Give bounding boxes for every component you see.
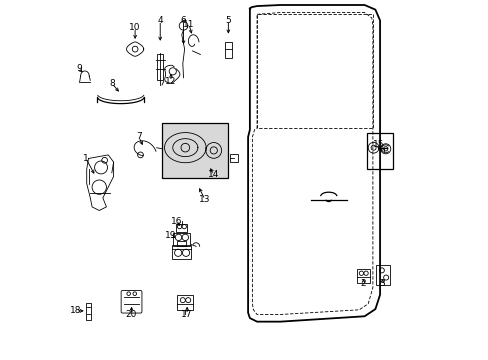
- Text: 2: 2: [360, 279, 366, 288]
- Text: 8: 8: [109, 79, 115, 88]
- Bar: [162, 123, 228, 178]
- Text: 18: 18: [70, 306, 81, 315]
- Bar: [85, 303, 91, 320]
- Bar: [366, 133, 392, 168]
- Text: 5: 5: [225, 16, 231, 25]
- Text: 9: 9: [76, 64, 81, 73]
- Text: 13: 13: [199, 195, 210, 204]
- Text: 16: 16: [170, 217, 182, 226]
- Text: 19: 19: [165, 231, 176, 240]
- Bar: [171, 244, 191, 259]
- Bar: [230, 154, 238, 162]
- Text: 6: 6: [180, 16, 186, 25]
- Text: 11: 11: [183, 19, 194, 28]
- Bar: [224, 42, 231, 58]
- Text: 7: 7: [136, 132, 142, 141]
- Bar: [376, 265, 389, 285]
- Text: 3: 3: [379, 279, 385, 288]
- Text: 20: 20: [125, 310, 137, 319]
- Text: 14: 14: [208, 170, 219, 179]
- Text: 17: 17: [181, 310, 192, 319]
- Bar: [173, 233, 190, 246]
- Text: 15: 15: [372, 140, 384, 149]
- Text: 1: 1: [83, 154, 89, 163]
- Bar: [157, 54, 163, 80]
- Text: 10: 10: [129, 23, 141, 32]
- Text: 12: 12: [165, 77, 176, 86]
- Bar: [176, 224, 187, 232]
- Bar: [177, 241, 185, 246]
- Text: 4: 4: [157, 16, 163, 25]
- Bar: [177, 295, 193, 310]
- Bar: [356, 269, 369, 283]
